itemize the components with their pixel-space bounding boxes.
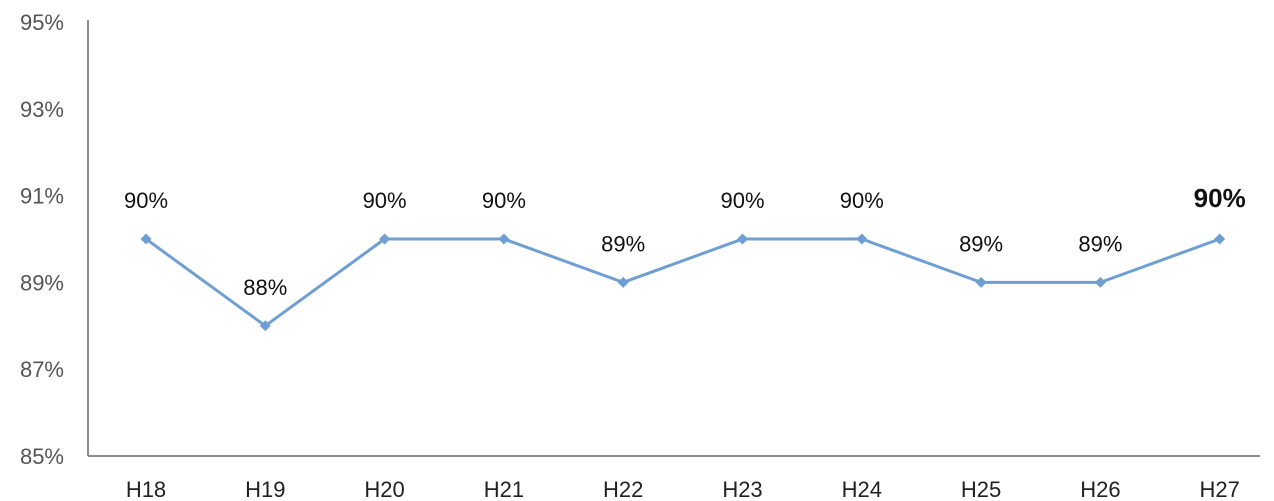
x-tick-label: H26 [1080, 477, 1120, 501]
data-label: 90% [720, 188, 764, 213]
data-label: 90% [1194, 183, 1246, 213]
x-axis: H18 H19 H20 H21 H22 H23 H24 H25 H26 H27 [88, 455, 1260, 501]
y-tick-label: 93% [20, 97, 64, 122]
y-axis: 85% 87% 89% 91% 93% 95% [20, 10, 89, 469]
y-tick-label: 87% [20, 357, 64, 382]
data-label: 90% [482, 188, 526, 213]
x-tick-label: H19 [245, 477, 285, 501]
data-label: 90% [124, 188, 168, 213]
series-line [145, 237, 1221, 328]
y-tick-label: 95% [20, 10, 64, 35]
data-point [379, 233, 391, 245]
data-point [737, 233, 748, 245]
x-tick-label: H18 [126, 477, 166, 501]
data-point [1214, 233, 1226, 245]
x-tick-label: H25 [961, 477, 1001, 501]
y-tick-label: 91% [20, 184, 64, 209]
data-point [975, 276, 987, 288]
data-point [1094, 276, 1106, 288]
data-point [617, 276, 629, 288]
x-tick-label: H21 [484, 477, 524, 501]
series-line-group [145, 237, 1221, 328]
y-tick-label: 89% [20, 270, 64, 295]
data-labels: 90% 88% 90% 90% 89% 90% 90% 89% 89% 90% [124, 183, 1246, 300]
data-point-markers [140, 233, 1226, 332]
x-tick-label: H20 [364, 477, 404, 501]
x-tick-label: H27 [1200, 477, 1240, 501]
x-tick-label: H22 [603, 477, 643, 501]
data-label: 90% [840, 188, 884, 213]
data-point [498, 233, 510, 245]
y-tick-label: 85% [20, 444, 64, 469]
data-label: 89% [1078, 231, 1122, 256]
data-point [856, 233, 868, 245]
data-point [140, 233, 152, 245]
x-tick-label: H24 [842, 477, 882, 501]
data-label: 90% [363, 188, 407, 213]
x-tick-label: H23 [722, 477, 762, 501]
data-label: 89% [959, 231, 1003, 256]
data-point [259, 320, 271, 332]
data-label: 89% [601, 231, 645, 256]
data-label: 88% [243, 275, 287, 300]
